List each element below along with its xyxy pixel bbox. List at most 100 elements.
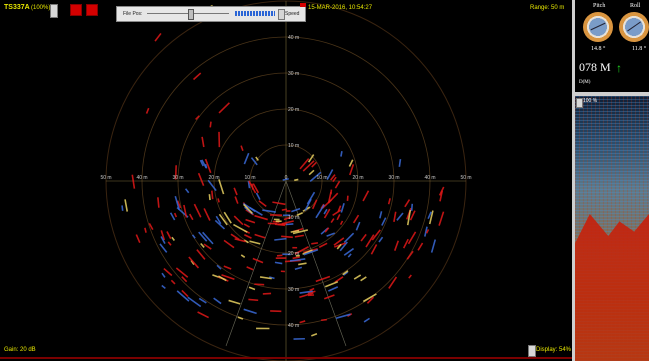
echo-streak [294,246,309,255]
horizontal-tick-label: 50 m [460,175,471,181]
echo-streak [409,210,416,221]
echo-streak [273,218,280,221]
pitch-label: Pitch [593,3,606,9]
speed-bar[interactable] [235,11,275,16]
echo-streak [294,178,299,182]
echo-streak [294,234,304,238]
echo-streak [230,233,240,241]
echo-streak [242,202,256,213]
echo-streak [281,220,294,225]
echo-streak [339,220,344,226]
echo-streak [244,234,252,239]
echo-streak [335,313,351,319]
echo-streak [255,192,261,201]
echo-streak [283,216,292,221]
echo-streak [121,205,124,211]
file-pos-label: File Pos: [123,11,143,17]
speed-label: Speed [285,11,300,17]
echo-streak [339,241,348,252]
echo-streak [170,279,176,285]
echo-streak [332,176,337,183]
echogram-bottom [575,214,649,361]
echo-streak [144,227,147,233]
horizontal-tick-label: 0 [285,175,288,181]
echo-streak [360,233,367,242]
vertical-tick-label-down: 40 m [288,323,299,329]
panel-divider[interactable] [572,0,575,361]
echo-streak [326,232,336,237]
echo-streak [254,233,266,239]
echo-streak [346,195,349,201]
roll-gauge-icon [619,12,649,42]
echo-streak [347,253,352,258]
echo-streak [240,145,244,151]
echo-streak [201,136,205,148]
echo-streak [131,174,136,189]
echo-streak [379,211,383,219]
echo-streak [173,212,178,218]
echo-streak [430,239,437,253]
echo-streak [234,196,239,204]
echo-streak [218,179,225,195]
echo-streak [216,264,222,270]
echo-streak [237,316,244,320]
echo-streak [160,236,166,244]
echo-streak [208,194,211,201]
echo-streak [200,242,205,248]
echo-streak [218,213,228,226]
gain-label: Gain: 20 dB [4,347,36,353]
close-icon[interactable] [300,3,306,7]
echo-streak [349,164,355,176]
echo-streak [148,222,154,230]
echo-streak [292,256,300,260]
echo-streak [438,211,445,226]
echo-streak [378,236,384,243]
echo-streak [299,158,310,170]
echo-streak [275,220,282,223]
echo-streak [355,221,361,231]
display-spinner[interactable] [528,345,536,357]
echo-streak [304,198,312,211]
echo-streak [243,223,250,228]
echo-streak [281,208,288,211]
echo-streak [274,237,287,241]
echo-streak [175,267,189,278]
echo-streak [157,197,160,208]
echo-streak [198,297,207,304]
echo-streak [209,121,212,128]
echo-streak [181,289,189,298]
speed-spinner[interactable] [278,9,285,20]
echo-streak [202,231,214,245]
device-spinner[interactable] [50,4,58,18]
echogram-spinner[interactable] [576,98,583,108]
echo-streak [286,210,291,212]
echo-streak [282,177,289,181]
echo-streak [393,240,400,251]
echo-streak [290,229,300,233]
echo-streak [324,227,330,233]
echo-streak [245,218,256,224]
panel-separator[interactable] [575,92,649,96]
vertical-tick-label-down: 10 m [288,215,299,221]
stop-button[interactable] [70,4,82,16]
echo-streak [343,247,355,256]
echo-streak [323,208,331,219]
echo-streak [396,212,404,221]
echo-streak [330,174,336,181]
echo-streak [135,234,141,243]
file-pos-thumb[interactable] [188,9,194,20]
sonar-display[interactable]: 50 m 40 m 30 m 20 m 10 m 0 10 m 20 m 30 m 40 m 50 … [0,0,572,361]
echo-streak [404,199,411,208]
echo-streak [223,211,232,224]
echo-streak [270,310,282,313]
echo-streak [306,191,316,205]
playback-toolbar: File Pos: Speed [116,3,306,22]
echo-streak [388,276,398,289]
echo-streak [408,274,412,279]
echo-streak [393,211,397,223]
echogram[interactable]: 100 % [575,96,649,361]
record-button[interactable] [86,4,98,16]
echo-streak [311,242,319,245]
echo-streak [428,210,434,225]
echo-streak [323,208,328,215]
